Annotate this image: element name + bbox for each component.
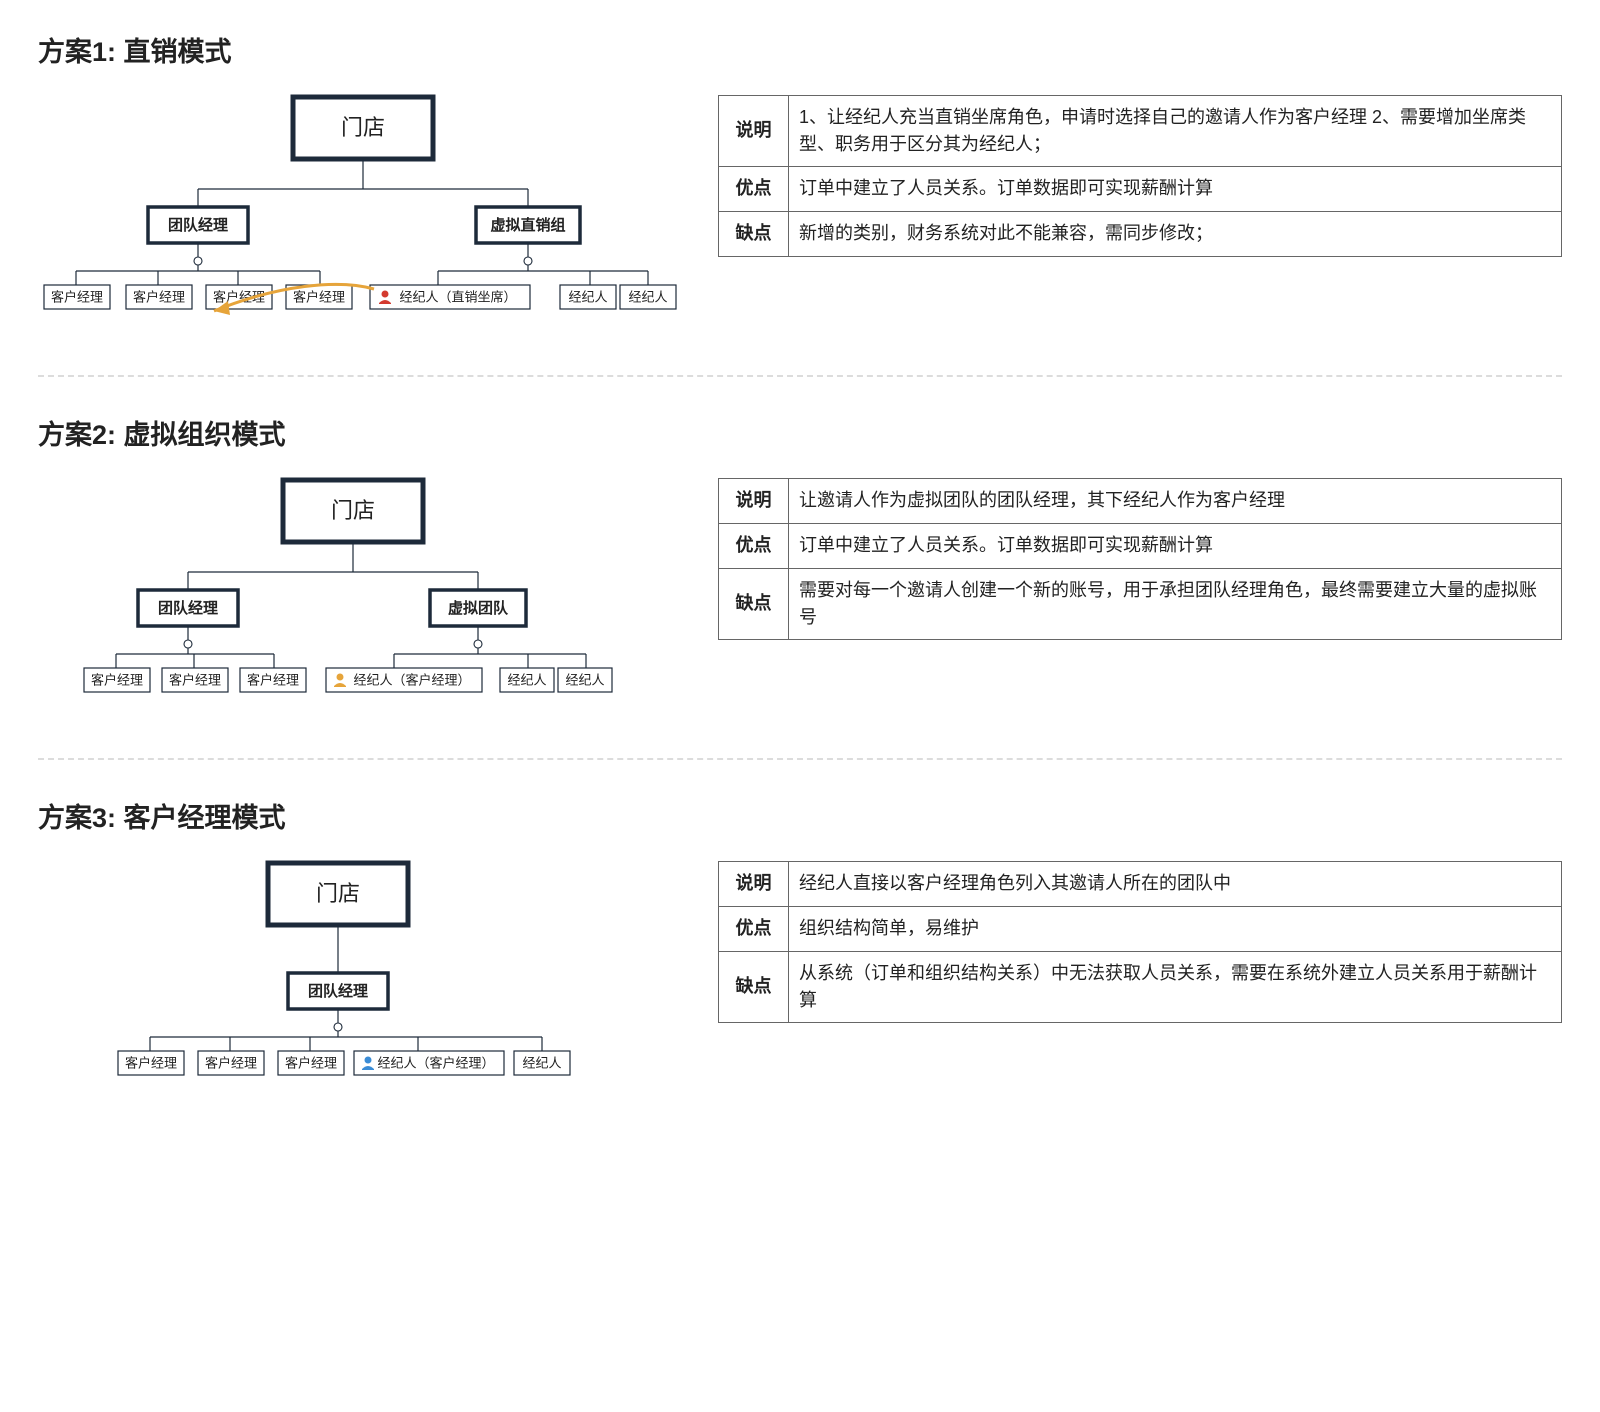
- table-row: 说明 让邀请人作为虚拟团队的团队经理，其下经纪人作为客户经理: [719, 479, 1562, 524]
- row-label: 缺点: [719, 568, 789, 639]
- row-label: 说明: [719, 96, 789, 167]
- svg-text:门店: 门店: [341, 115, 385, 140]
- scheme-3-table: 说明 经纪人直接以客户经理角色列入其邀请人所在的团队中 优点 组织结构简单，易维…: [718, 855, 1562, 1023]
- scheme-3-diagram: 门店 团队经理 客户经理 客户经理 客户经理: [38, 855, 678, 1105]
- svg-text:虚拟团队: 虚拟团队: [448, 599, 509, 617]
- svg-text:客户经理: 客户经理: [51, 289, 103, 304]
- svg-text:团队经理: 团队经理: [158, 599, 218, 617]
- svg-text:客户经理: 客户经理: [125, 1055, 177, 1070]
- scheme-1-table: 说明 1、让经纪人充当直销坐席角色，申请时选择自己的邀请人作为客户经理 2、需要…: [718, 89, 1562, 257]
- svg-text:门店: 门店: [331, 498, 375, 523]
- scheme-1-body: 门店 团队经理 虚拟直销组: [38, 89, 1562, 339]
- svg-text:团队经理: 团队经理: [308, 982, 368, 1000]
- scheme-2: 方案2: 虚拟组织模式 门店 团队经理 虚拟团队: [38, 413, 1562, 722]
- table-row: 缺点 新增的类别，财务系统对此不能兼容，需同步修改；: [719, 211, 1562, 256]
- svg-text:经纪人: 经纪人: [522, 1055, 561, 1070]
- scheme-2-title: 方案2: 虚拟组织模式: [38, 413, 1562, 452]
- row-value: 从系统（订单和组织结构关系）中无法获取人员关系，需要在系统外建立人员关系用于薪酬…: [789, 951, 1562, 1022]
- svg-text:客户经理: 客户经理: [133, 289, 185, 304]
- row-label: 缺点: [719, 211, 789, 256]
- table-row: 优点 组织结构简单，易维护: [719, 906, 1562, 951]
- table-row: 说明 经纪人直接以客户经理角色列入其邀请人所在的团队中: [719, 862, 1562, 907]
- table-row: 优点 订单中建立了人员关系。订单数据即可实现薪酬计算: [719, 167, 1562, 212]
- scheme-1-title: 方案1: 直销模式: [38, 30, 1562, 69]
- row-label: 缺点: [719, 951, 789, 1022]
- row-value: 订单中建立了人员关系。订单数据即可实现薪酬计算: [789, 523, 1562, 568]
- row-value: 需要对每一个邀请人创建一个新的账号，用于承担团队经理角色，最终需要建立大量的虚拟…: [789, 568, 1562, 639]
- svg-text:虚拟直销组: 虚拟直销组: [490, 216, 565, 234]
- svg-text:门店: 门店: [316, 881, 360, 906]
- scheme-3-title: 方案3: 客户经理模式: [38, 796, 1562, 835]
- svg-text:经纪人（客户经理）: 经纪人（客户经理）: [353, 672, 470, 687]
- scheme-2-diagram: 门店 团队经理 虚拟团队 客: [38, 472, 678, 722]
- scheme-3: 方案3: 客户经理模式 门店 团队经理: [38, 796, 1562, 1105]
- svg-text:经纪人: 经纪人: [628, 289, 667, 304]
- row-value: 1、让经纪人充当直销坐席角色，申请时选择自己的邀请人作为客户经理 2、需要增加坐…: [789, 96, 1562, 167]
- svg-text:客户经理: 客户经理: [169, 672, 221, 687]
- row-value: 经纪人直接以客户经理角色列入其邀请人所在的团队中: [789, 862, 1562, 907]
- svg-text:经纪人（客户经理）: 经纪人（客户经理）: [377, 1055, 494, 1070]
- row-value: 新增的类别，财务系统对此不能兼容，需同步修改；: [789, 211, 1562, 256]
- table-row: 说明 1、让经纪人充当直销坐席角色，申请时选择自己的邀请人作为客户经理 2、需要…: [719, 96, 1562, 167]
- svg-text:经纪人: 经纪人: [568, 289, 607, 304]
- scheme-2-table: 说明 让邀请人作为虚拟团队的团队经理，其下经纪人作为客户经理 优点 订单中建立了…: [718, 472, 1562, 640]
- svg-text:客户经理: 客户经理: [205, 1055, 257, 1070]
- svg-text:客户经理: 客户经理: [91, 672, 143, 687]
- svg-text:客户经理: 客户经理: [285, 1055, 337, 1070]
- row-label: 优点: [719, 523, 789, 568]
- svg-text:经纪人: 经纪人: [565, 672, 604, 687]
- scheme-1-diagram: 门店 团队经理 虚拟直销组: [38, 89, 678, 339]
- row-value: 订单中建立了人员关系。订单数据即可实现薪酬计算: [789, 167, 1562, 212]
- table-row: 缺点 从系统（订单和组织结构关系）中无法获取人员关系，需要在系统外建立人员关系用…: [719, 951, 1562, 1022]
- row-value: 让邀请人作为虚拟团队的团队经理，其下经纪人作为客户经理: [789, 479, 1562, 524]
- svg-text:客户经理: 客户经理: [247, 672, 299, 687]
- row-label: 说明: [719, 862, 789, 907]
- scheme-1: 方案1: 直销模式 门店 团队经理 虚拟直销组: [38, 30, 1562, 339]
- svg-text:客户经理: 客户经理: [293, 289, 345, 304]
- svg-text:团队经理: 团队经理: [168, 216, 228, 234]
- row-label: 说明: [719, 479, 789, 524]
- section-divider: [38, 758, 1562, 760]
- row-value: 组织结构简单，易维护: [789, 906, 1562, 951]
- table-row: 优点 订单中建立了人员关系。订单数据即可实现薪酬计算: [719, 523, 1562, 568]
- row-label: 优点: [719, 906, 789, 951]
- scheme-2-body: 门店 团队经理 虚拟团队 客: [38, 472, 1562, 722]
- svg-text:经纪人: 经纪人: [507, 672, 546, 687]
- section-divider: [38, 375, 1562, 377]
- scheme-3-body: 门店 团队经理 客户经理 客户经理 客户经理: [38, 855, 1562, 1105]
- row-label: 优点: [719, 167, 789, 212]
- svg-text:经纪人（直销坐席）: 经纪人（直销坐席）: [399, 289, 516, 304]
- table-row: 缺点 需要对每一个邀请人创建一个新的账号，用于承担团队经理角色，最终需要建立大量…: [719, 568, 1562, 639]
